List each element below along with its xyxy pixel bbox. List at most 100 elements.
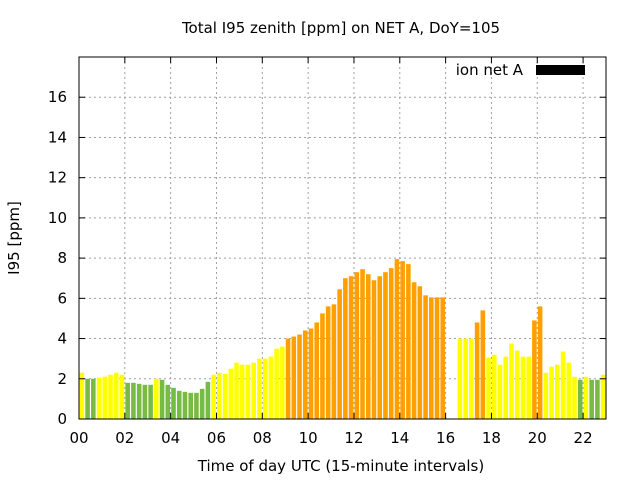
x-tick-label: 20 bbox=[528, 429, 547, 447]
grid bbox=[79, 57, 606, 419]
bar bbox=[125, 382, 130, 419]
bar bbox=[486, 357, 491, 419]
x-tick-label: 14 bbox=[390, 429, 409, 447]
bar bbox=[577, 379, 583, 419]
bar bbox=[205, 381, 211, 419]
y-tick-label: 10 bbox=[48, 209, 67, 227]
x-tick-label: 06 bbox=[207, 429, 226, 447]
bar bbox=[354, 272, 360, 419]
bar bbox=[79, 372, 85, 419]
bar bbox=[257, 358, 262, 419]
bar bbox=[331, 304, 337, 419]
bar bbox=[222, 373, 228, 419]
x-tick-label: 04 bbox=[161, 429, 180, 447]
x-tick-label: 16 bbox=[436, 429, 455, 447]
y-axis-label: I95 [ppm] bbox=[5, 201, 23, 275]
bar bbox=[549, 366, 554, 419]
bar bbox=[96, 377, 102, 419]
bar bbox=[159, 379, 165, 419]
legend-label: ion net A bbox=[456, 61, 524, 79]
bar bbox=[297, 334, 302, 419]
bar bbox=[320, 313, 325, 419]
bar bbox=[348, 276, 354, 419]
bar bbox=[274, 348, 279, 419]
bar bbox=[337, 289, 342, 419]
bar bbox=[440, 297, 446, 419]
x-tick-label: 22 bbox=[574, 429, 593, 447]
bar bbox=[360, 269, 365, 419]
bar bbox=[136, 383, 142, 419]
bar bbox=[171, 387, 176, 419]
bar bbox=[497, 364, 503, 419]
bar bbox=[251, 362, 257, 419]
bar bbox=[377, 276, 383, 419]
bar bbox=[434, 297, 440, 419]
legend: ion net A bbox=[456, 61, 585, 79]
bar bbox=[343, 278, 348, 419]
bar bbox=[325, 306, 331, 419]
bar bbox=[589, 379, 594, 419]
bar bbox=[85, 378, 90, 419]
bar bbox=[199, 388, 205, 419]
bar bbox=[239, 364, 245, 419]
bar bbox=[245, 364, 251, 419]
bar bbox=[165, 384, 171, 419]
bar bbox=[211, 374, 216, 419]
bar bbox=[514, 350, 520, 419]
bar bbox=[371, 280, 377, 419]
y-tick-label: 8 bbox=[57, 249, 67, 267]
y-tick-label: 6 bbox=[57, 289, 67, 307]
bar bbox=[365, 274, 371, 419]
bar bbox=[543, 372, 549, 419]
y-tick-label: 0 bbox=[57, 410, 67, 428]
bar bbox=[600, 374, 606, 419]
bar bbox=[463, 338, 468, 419]
x-tick-label: 00 bbox=[69, 429, 88, 447]
bar bbox=[492, 354, 497, 419]
bar bbox=[113, 372, 119, 419]
y-tick-label: 14 bbox=[48, 128, 67, 146]
bar bbox=[176, 390, 182, 419]
bar bbox=[480, 310, 486, 419]
bar bbox=[572, 376, 577, 419]
bar bbox=[182, 391, 188, 419]
bar bbox=[302, 330, 308, 419]
bar bbox=[108, 374, 113, 419]
bar bbox=[314, 322, 320, 419]
x-tick-label: 18 bbox=[482, 429, 501, 447]
x-tick-label: 02 bbox=[115, 429, 134, 447]
bar bbox=[400, 261, 405, 419]
bar bbox=[308, 328, 314, 419]
bar bbox=[194, 392, 199, 419]
bar bbox=[268, 356, 274, 419]
bar bbox=[583, 376, 589, 419]
y-tick-label: 16 bbox=[48, 88, 67, 106]
legend-swatch bbox=[536, 65, 585, 75]
bar bbox=[406, 264, 411, 419]
bar bbox=[217, 372, 222, 419]
bar bbox=[469, 338, 474, 419]
bar bbox=[388, 268, 394, 419]
bar bbox=[285, 338, 291, 419]
bar bbox=[520, 356, 526, 419]
bar bbox=[526, 356, 531, 419]
y-tick-label: 4 bbox=[57, 330, 67, 348]
bar bbox=[457, 338, 463, 419]
bar bbox=[102, 376, 108, 419]
bar bbox=[154, 378, 159, 419]
bar bbox=[131, 382, 136, 419]
chart-title: Total I95 zenith [ppm] on NET A, DoY=105 bbox=[181, 19, 500, 37]
bar bbox=[566, 362, 572, 419]
bar bbox=[280, 346, 285, 419]
bar bbox=[509, 343, 514, 419]
bar bbox=[91, 378, 96, 419]
bar bbox=[474, 322, 480, 419]
bar bbox=[595, 379, 600, 419]
bar bbox=[503, 356, 509, 419]
bar bbox=[428, 297, 434, 419]
plot-frame bbox=[78, 56, 607, 420]
bar bbox=[532, 320, 537, 419]
bar bbox=[383, 272, 388, 419]
